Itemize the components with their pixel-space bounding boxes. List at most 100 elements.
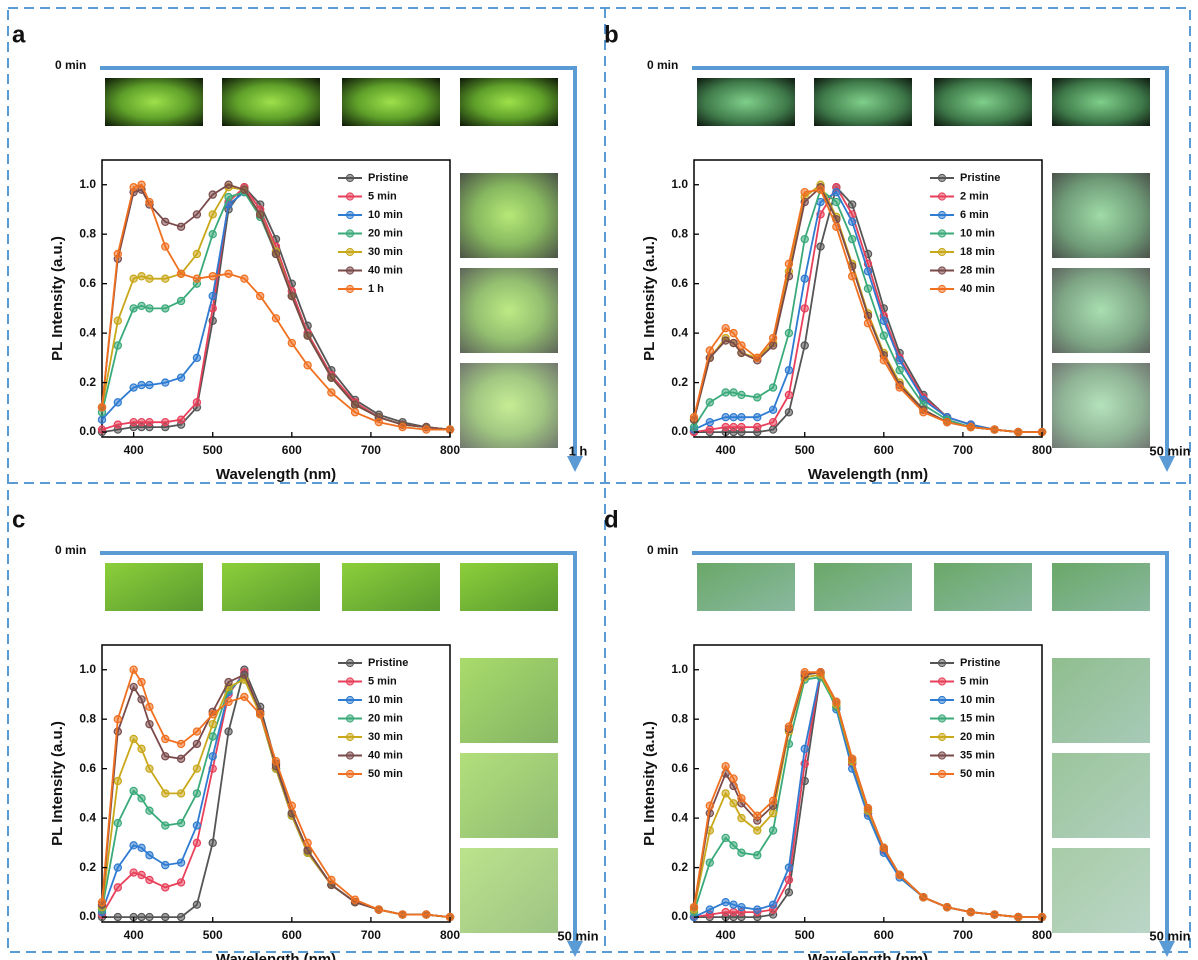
data-point — [97, 403, 107, 412]
legend-label: 18 min — [960, 246, 995, 258]
x-tick-label: 500 — [795, 443, 815, 457]
data-point — [208, 752, 217, 761]
data-point — [208, 732, 217, 741]
legend-marker — [937, 732, 947, 742]
x-axis-label: Wavelength (nm) — [216, 951, 336, 960]
data-point — [161, 242, 170, 251]
y-tick-label: 1.0 — [671, 662, 688, 676]
data-point — [161, 378, 170, 387]
data-point — [784, 863, 794, 872]
data-point — [768, 405, 778, 414]
data-point — [737, 794, 746, 803]
legend-label: Pristine — [960, 172, 1000, 184]
data-point — [327, 373, 336, 382]
micrograph — [460, 563, 558, 611]
data-point — [863, 804, 873, 813]
data-point — [966, 907, 976, 917]
x-axis-label: Wavelength (nm) — [808, 951, 928, 960]
data-point — [832, 697, 841, 707]
data-point — [113, 818, 123, 828]
x-tick-label: 600 — [874, 443, 894, 457]
legend-label: 40 min — [368, 264, 403, 276]
data-point — [398, 422, 407, 432]
data-point — [847, 272, 857, 281]
data-point — [161, 304, 170, 313]
data-point — [729, 413, 738, 422]
data-point — [192, 249, 202, 259]
legend-marker — [345, 192, 355, 201]
data-point — [863, 319, 873, 328]
data-point — [161, 217, 170, 227]
legend-label: 20 min — [960, 731, 995, 743]
outer-border — [7, 7, 1191, 953]
y-tick-label: 0.6 — [79, 276, 96, 290]
data-point — [729, 422, 738, 432]
data-point — [879, 316, 889, 325]
data-point — [192, 727, 202, 736]
data-point — [721, 789, 730, 798]
data-point — [721, 833, 730, 843]
x-tick-label: 700 — [361, 928, 381, 942]
data-point — [832, 197, 841, 207]
x-tick-label: 400 — [124, 443, 144, 457]
data-point — [800, 187, 809, 197]
data-point — [129, 868, 138, 877]
y-tick-label: 0.8 — [671, 226, 688, 240]
data-point — [113, 398, 123, 407]
y-tick-label: 0.8 — [671, 711, 688, 725]
data-point — [113, 863, 123, 872]
micrograph — [460, 78, 558, 126]
data-point — [895, 383, 904, 392]
legend-marker — [937, 266, 947, 275]
data-point — [753, 353, 762, 363]
data-point — [768, 808, 778, 818]
data-point — [768, 417, 778, 427]
x-tick-label: 800 — [440, 443, 460, 457]
data-point — [350, 400, 360, 410]
data-point — [784, 390, 794, 400]
data-point — [137, 843, 146, 853]
data-point — [753, 811, 762, 820]
legend-marker — [345, 229, 355, 238]
data-point — [208, 719, 217, 729]
data-point — [97, 425, 107, 434]
data-point — [768, 425, 778, 434]
x-tick-label: 800 — [1032, 928, 1052, 942]
data-point — [1014, 427, 1023, 437]
y-tick-label: 0.0 — [671, 424, 688, 438]
data-point — [208, 291, 217, 301]
data-point — [192, 739, 202, 749]
data-point — [768, 341, 778, 350]
data-point — [753, 826, 762, 835]
y-tick-label: 0.4 — [671, 810, 688, 824]
plot-frame — [101, 159, 451, 438]
x-tick-label: 500 — [203, 928, 223, 942]
data-point — [208, 229, 217, 239]
legend-marker — [937, 247, 947, 257]
legend-label: Pristine — [368, 172, 408, 184]
legend-label: 35 min — [960, 749, 995, 761]
data-point — [176, 269, 186, 278]
data-point — [768, 383, 778, 392]
data-point — [224, 677, 233, 687]
legend-label: 10 min — [368, 694, 403, 706]
data-point — [255, 291, 265, 301]
micrograph — [1052, 268, 1150, 353]
y-axis-label: PL Intensity (a.u.) — [49, 721, 66, 846]
legend-marker — [937, 210, 947, 220]
x-tick-label: 700 — [953, 443, 973, 457]
data-point — [832, 187, 841, 197]
y-tick-label: 0.8 — [79, 711, 96, 725]
data-point — [240, 670, 249, 679]
y-tick-label: 0.2 — [79, 860, 96, 874]
start-label: 0 min — [55, 543, 86, 557]
data-point — [768, 826, 778, 835]
data-point — [847, 200, 857, 209]
data-point — [847, 217, 857, 227]
data-point — [919, 893, 928, 902]
data-point — [768, 333, 778, 343]
data-point — [374, 417, 384, 427]
data-point — [192, 210, 202, 219]
data-point — [705, 858, 715, 867]
